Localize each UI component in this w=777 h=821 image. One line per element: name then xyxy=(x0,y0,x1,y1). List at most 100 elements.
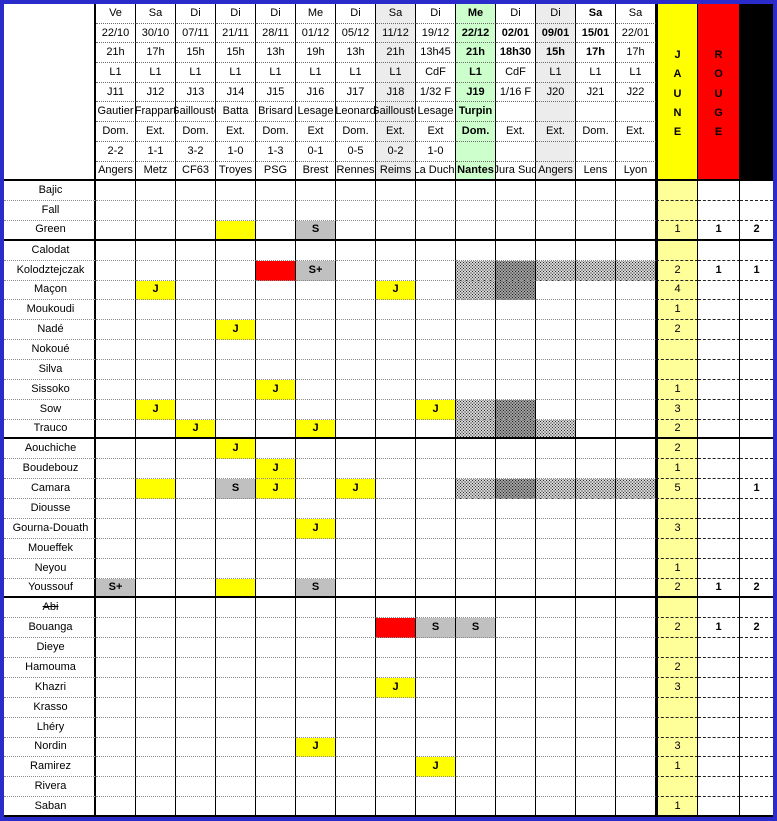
match-cell[interactable] xyxy=(176,797,216,817)
match-cell[interactable] xyxy=(376,558,416,579)
match-cell[interactable] xyxy=(216,677,256,698)
match-cell[interactable] xyxy=(96,618,136,639)
header-date-cell[interactable]: 11/12 xyxy=(376,23,416,44)
suspended-count-cell[interactable]: 2 xyxy=(740,220,773,241)
header-score-cell[interactable]: 1-0 xyxy=(216,141,256,162)
suspended-count-cell[interactable] xyxy=(740,399,773,420)
match-cell[interactable] xyxy=(216,181,256,202)
header-time-cell[interactable]: 13h xyxy=(336,43,376,64)
header-day-cell[interactable]: Me xyxy=(296,4,336,24)
match-cell[interactable] xyxy=(336,757,376,778)
match-cell[interactable] xyxy=(496,697,536,718)
match-cell[interactable] xyxy=(256,201,296,221)
match-cell[interactable] xyxy=(296,181,336,202)
match-cell[interactable] xyxy=(96,240,136,261)
match-cell[interactable] xyxy=(336,558,376,579)
player-name-cell[interactable]: Calodat xyxy=(4,240,96,261)
match-cell[interactable] xyxy=(576,717,616,738)
header-comp-cell[interactable]: L1 xyxy=(616,63,656,83)
header-day-cell[interactable]: Sa xyxy=(616,4,656,24)
match-cell[interactable] xyxy=(216,618,256,639)
red-count-cell[interactable] xyxy=(698,459,740,480)
header-day-cell[interactable]: Di xyxy=(536,4,576,24)
header-opponent-cell[interactable]: Nantes xyxy=(456,161,496,182)
match-cell[interactable] xyxy=(296,300,336,321)
match-cell[interactable] xyxy=(496,340,536,360)
match-cell[interactable] xyxy=(376,499,416,519)
match-cell[interactable] xyxy=(576,419,616,440)
match-cell[interactable] xyxy=(136,320,176,341)
yellow-count-cell[interactable] xyxy=(656,360,698,380)
match-cell[interactable] xyxy=(296,618,336,639)
match-cell[interactable] xyxy=(376,538,416,559)
match-cell[interactable] xyxy=(336,578,376,599)
match-cell[interactable] xyxy=(136,538,176,559)
match-cell[interactable] xyxy=(336,459,376,480)
suspended-count-cell[interactable] xyxy=(740,797,773,817)
header-comp-cell[interactable]: L1 xyxy=(576,63,616,83)
header-comp-cell[interactable]: L1 xyxy=(456,63,496,83)
match-cell[interactable] xyxy=(496,757,536,778)
match-cell[interactable] xyxy=(136,260,176,281)
red-count-cell[interactable] xyxy=(698,737,740,758)
match-cell[interactable] xyxy=(256,578,296,599)
match-cell[interactable] xyxy=(536,518,576,539)
header-score-cell[interactable]: 2-2 xyxy=(96,141,136,162)
match-cell[interactable] xyxy=(456,181,496,202)
match-cell[interactable] xyxy=(416,419,456,440)
player-name-cell[interactable]: Neyou xyxy=(4,558,96,579)
match-cell[interactable] xyxy=(536,598,576,619)
match-cell[interactable] xyxy=(376,479,416,500)
player-name-cell[interactable]: Moueffek xyxy=(4,538,96,559)
header-referee-cell[interactable]: Gaillouste xyxy=(176,102,216,123)
match-cell[interactable] xyxy=(536,399,576,420)
header-referee-cell[interactable] xyxy=(536,102,576,123)
match-cell[interactable] xyxy=(616,320,656,341)
match-cell[interactable] xyxy=(176,320,216,341)
header-date-cell[interactable]: 09/01 xyxy=(536,23,576,44)
absence-hatch-cell[interactable] xyxy=(536,419,576,440)
match-cell[interactable] xyxy=(536,737,576,758)
header-time-cell[interactable]: 17h xyxy=(136,43,176,64)
match-cell[interactable] xyxy=(256,538,296,559)
match-cell[interactable] xyxy=(616,558,656,579)
match-cell[interactable] xyxy=(416,518,456,539)
match-cell[interactable] xyxy=(336,737,376,758)
match-cell[interactable] xyxy=(616,379,656,400)
yellow-count-cell[interactable]: 3 xyxy=(656,677,698,698)
match-cell[interactable] xyxy=(136,499,176,519)
absence-hatch-cell[interactable] xyxy=(576,260,616,281)
header-comp-cell[interactable]: L1 xyxy=(296,63,336,83)
match-cell[interactable] xyxy=(216,598,256,619)
match-cell[interactable] xyxy=(416,459,456,480)
header-round-cell[interactable]: J15 xyxy=(256,82,296,103)
header-referee-cell[interactable]: Gaillouste xyxy=(376,102,416,123)
red-count-cell[interactable]: 1 xyxy=(698,618,740,639)
match-cell[interactable] xyxy=(376,300,416,321)
match-cell[interactable] xyxy=(336,340,376,360)
match-cell[interactable] xyxy=(336,240,376,261)
match-cell[interactable] xyxy=(536,439,576,460)
match-cell[interactable] xyxy=(456,300,496,321)
match-cell[interactable] xyxy=(216,419,256,440)
match-cell[interactable] xyxy=(456,558,496,579)
match-cell[interactable] xyxy=(456,578,496,599)
match-cell[interactable] xyxy=(176,598,216,619)
suspension-cell[interactable]: S xyxy=(296,220,336,241)
player-name-cell[interactable]: Nordin xyxy=(4,737,96,758)
absence-hatch-cell[interactable] xyxy=(456,399,496,420)
match-cell[interactable] xyxy=(376,320,416,341)
match-cell[interactable] xyxy=(616,360,656,380)
header-time-cell[interactable]: 17h xyxy=(576,43,616,64)
match-cell[interactable] xyxy=(216,558,256,579)
match-cell[interactable] xyxy=(256,618,296,639)
match-cell[interactable] xyxy=(336,777,376,798)
header-opponent-cell[interactable]: Lyon xyxy=(616,161,656,182)
match-cell[interactable] xyxy=(536,181,576,202)
match-cell[interactable] xyxy=(176,618,216,639)
match-cell[interactable] xyxy=(456,220,496,241)
header-opponent-cell[interactable]: CF63 xyxy=(176,161,216,182)
match-cell[interactable] xyxy=(456,697,496,718)
match-cell[interactable] xyxy=(136,638,176,659)
header-day-cell[interactable]: Me xyxy=(456,4,496,24)
